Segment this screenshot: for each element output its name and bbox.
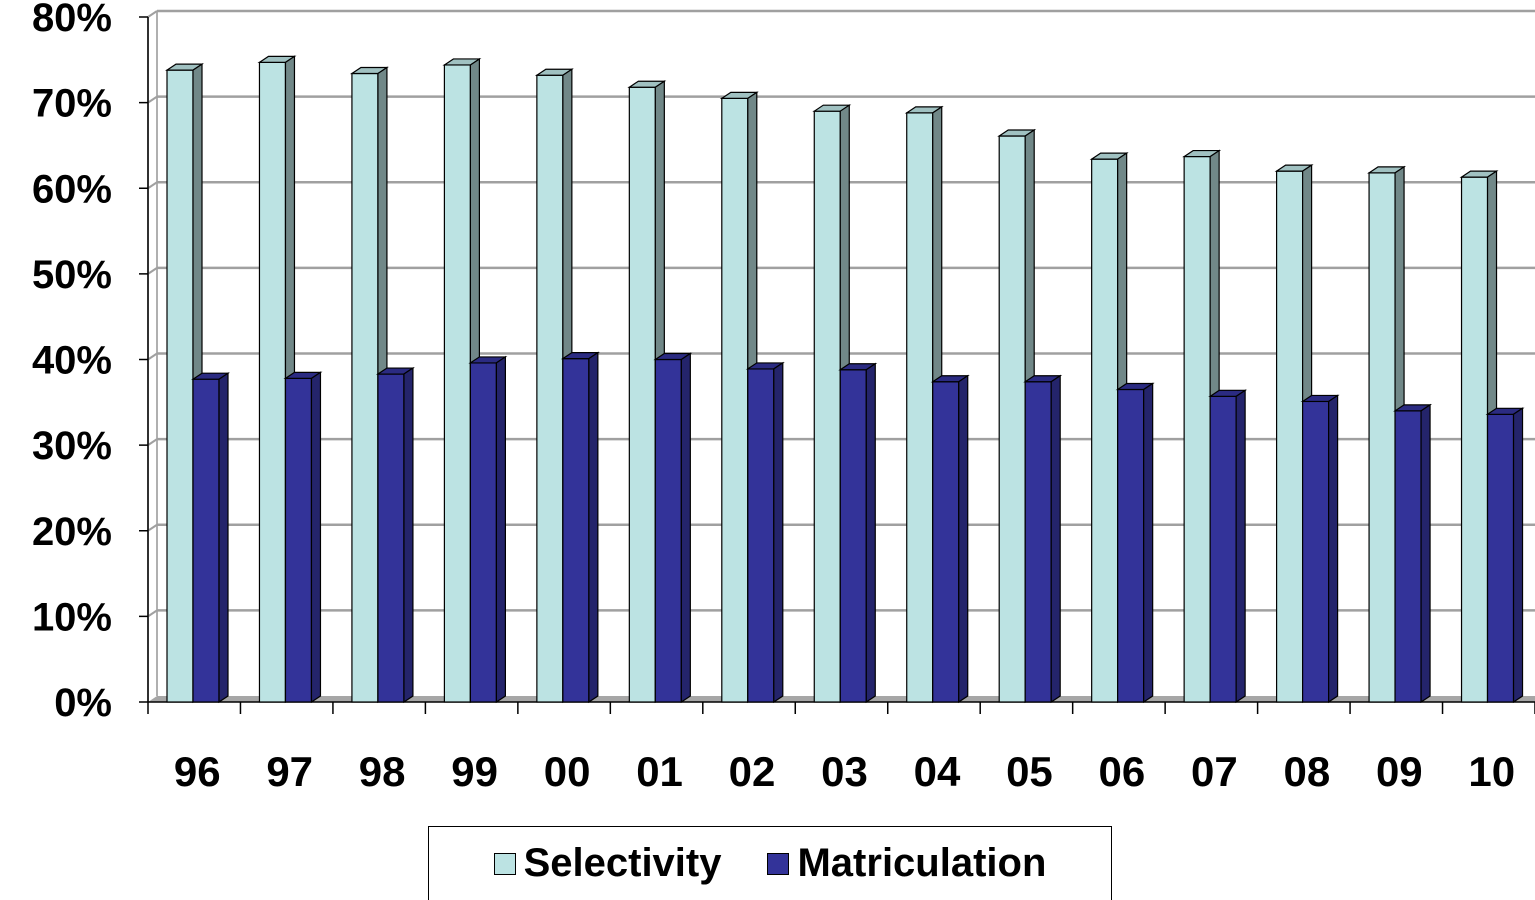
x-tick-label: 96 (174, 748, 221, 795)
y-tick-label: 0% (54, 681, 112, 725)
x-tick-label: 04 (914, 748, 961, 795)
bar-matriculation-06 (1115, 382, 1155, 704)
x-tick-label: 09 (1376, 748, 1423, 795)
bar-matriculation-00 (560, 351, 600, 704)
legend-label-matriculation: Matriculation (797, 841, 1047, 885)
y-tick-label: 60% (32, 167, 112, 211)
gridline-depth (147, 438, 158, 446)
bar-matriculation-10 (1485, 407, 1525, 704)
x-tick-label: 07 (1191, 748, 1238, 795)
x-axis-tick-labels: 96 97 98 99 00 01 02 03 04 05 06 07 08 09 10 (174, 748, 1515, 795)
legend-swatch-matriculation (767, 852, 790, 875)
gridline-depth (147, 609, 158, 618)
legend-item-matriculation: Matriculation (767, 841, 1046, 886)
bar-matriculation-97 (283, 371, 323, 704)
x-tick-label: 10 (1468, 748, 1515, 795)
gridline-depth (147, 352, 158, 361)
bar-matriculation-08 (1300, 394, 1340, 704)
x-tick-label: 98 (359, 748, 406, 795)
legend-label-selectivity: Selectivity (523, 841, 722, 885)
bar-matriculation-98 (375, 366, 415, 704)
y-tick-label: 20% (32, 510, 112, 554)
legend-item-selectivity: Selectivity (493, 841, 722, 886)
bar-matriculation-01 (653, 352, 693, 704)
bar-selectivity-10 (1459, 169, 1499, 704)
gridline-depth (147, 95, 158, 104)
y-tick-label: 70% (32, 82, 112, 126)
y-tick-label: 50% (32, 253, 112, 297)
x-tick-label: 01 (636, 748, 683, 795)
x-tick-label: 02 (729, 748, 776, 795)
bar-matriculation-09 (1393, 403, 1433, 704)
gridline-depth (147, 267, 158, 275)
y-tick-label: 30% (32, 424, 112, 468)
bar-matriculation-07 (1208, 389, 1248, 704)
x-tick-label: 97 (266, 748, 313, 795)
y-tick-label: 10% (32, 595, 112, 639)
y-tick-label: 40% (32, 339, 112, 383)
x-tick-label: 00 (544, 748, 591, 795)
legend: Selectivity Matriculation (428, 826, 1112, 900)
bar-matriculation-99 (468, 355, 508, 704)
bar-matriculation-03 (838, 362, 878, 704)
x-tick-label: 03 (821, 748, 868, 795)
bar-matriculation-04 (930, 374, 970, 704)
x-tick-label: 05 (1006, 748, 1053, 795)
x-tick-label: 99 (451, 748, 498, 795)
legend-swatch-selectivity (493, 852, 516, 875)
y-axis-tick-labels: 0% 10% 20% 30% 40% 50% 60% 70% 80% (32, 0, 112, 725)
bars (165, 55, 1525, 704)
gridline-depth (147, 10, 158, 18)
gridline-depth (147, 523, 158, 532)
bar-matriculation-05 (1023, 374, 1063, 704)
y-tick-label: 80% (32, 0, 112, 40)
x-tick-label: 06 (1099, 748, 1146, 795)
bar-selectivity-98 (349, 66, 389, 704)
bar-matriculation-96 (191, 372, 230, 704)
x-tick-label: 08 (1283, 748, 1330, 795)
bar-matriculation-02 (745, 361, 785, 704)
gridline-depth (147, 181, 158, 190)
